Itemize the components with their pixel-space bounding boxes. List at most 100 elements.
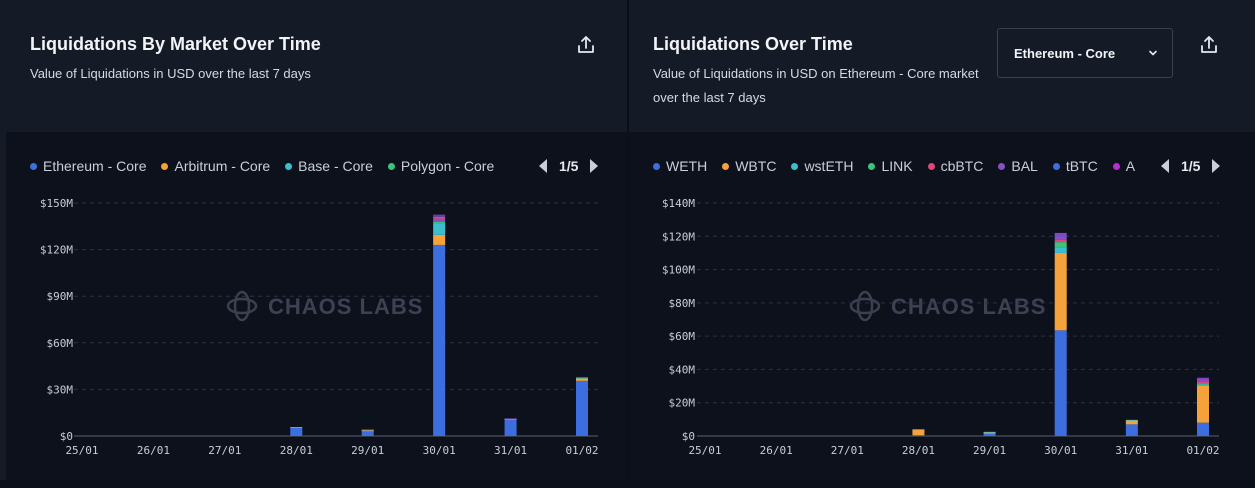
legend-label: tBTC (1065, 158, 1098, 174)
bar-segment[interactable] (361, 430, 374, 432)
bar-segment[interactable] (576, 380, 588, 436)
next-page-arrow-icon[interactable] (1212, 159, 1221, 173)
left-share-button[interactable] (573, 32, 599, 58)
right-legend-item[interactable]: cbBTC (927, 158, 983, 174)
next-page-arrow-icon[interactable] (590, 159, 599, 173)
legend-label: WBTC (735, 158, 777, 174)
right-legend-item[interactable]: BAL (998, 158, 1038, 174)
legend-label: wstETH (804, 158, 854, 174)
bar-segment[interactable] (1197, 383, 1209, 385)
x-tick-label: 25/01 (65, 444, 98, 457)
watermark-text: CHAOS LABS (268, 294, 423, 319)
bar-segment[interactable] (433, 218, 446, 222)
bar-segment[interactable] (983, 432, 996, 434)
bar-segment[interactable] (1197, 385, 1209, 423)
bar-segment[interactable] (433, 214, 446, 217)
left-legend-pager: 1/5 (539, 158, 599, 174)
bar-segment[interactable] (1197, 384, 1209, 386)
legend-label: BAL (1011, 158, 1038, 174)
left-legend-item[interactable]: Arbitrum - Core (161, 158, 270, 174)
right-legend-item[interactable]: tBTC (1052, 158, 1098, 174)
left-legend-item[interactable]: Polygon - Core (387, 158, 495, 174)
y-tick-label: $150M (40, 197, 73, 210)
bar-segment[interactable] (1197, 378, 1209, 380)
bar-segment[interactable] (433, 223, 446, 235)
x-tick-label: 31/01 (494, 444, 527, 457)
x-tick-label: 26/01 (760, 444, 793, 457)
left-bar-chart: CHAOS LABS $0 $30M $60M $90M $120M $150M 25/01 2… (40, 197, 599, 457)
legend-dot-icon (868, 162, 876, 170)
market-select[interactable]: Ethereum - Core (997, 28, 1173, 78)
x-tick-label: 25/01 (688, 444, 721, 457)
y-tick-label: $30M (47, 383, 74, 396)
bar-segment[interactable] (504, 419, 517, 436)
right-panel-subtitle: Value of Liquidations in USD on Ethereum… (653, 66, 979, 105)
bar-segment[interactable] (1054, 252, 1067, 331)
right-pager-label: 1/5 (1181, 158, 1201, 174)
chaos-labs-watermark: CHAOS LABS (849, 290, 1045, 322)
prev-page-arrow-icon[interactable] (1161, 159, 1169, 173)
bar-segment[interactable] (1125, 419, 1138, 421)
bar-segment[interactable] (983, 431, 996, 433)
bar-segment[interactable] (1054, 236, 1067, 240)
bar-segment[interactable] (1125, 424, 1138, 436)
bar-segment[interactable] (290, 427, 303, 428)
legend-dot-icon (161, 162, 169, 170)
bar-segment[interactable] (1125, 420, 1138, 425)
right-panel-title: Liquidations Over Time (653, 34, 853, 54)
legend-label: Base - Core (298, 158, 373, 174)
chaos-labs-logo-icon (849, 297, 881, 315)
right-legend-item[interactable]: LINK (868, 158, 913, 174)
share-icon (1201, 36, 1217, 53)
x-tick-label: 29/01 (351, 444, 384, 457)
left-panel-header: Liquidations By Market Over Time Value o… (0, 0, 627, 132)
legend-label: WETH (666, 158, 708, 174)
x-tick-label: 29/01 (973, 444, 1006, 457)
right-legend-item[interactable]: wstETH (791, 158, 853, 174)
bar-segment[interactable] (1054, 242, 1067, 248)
x-tick-label: 28/01 (280, 444, 313, 457)
x-tick-label: 30/01 (423, 444, 456, 457)
bar-segment[interactable] (912, 435, 925, 436)
bar-segment[interactable] (433, 216, 446, 219)
left-legend-item[interactable]: Ethereum - Core (30, 158, 146, 174)
bar-segment[interactable] (1054, 239, 1067, 243)
bar-segment[interactable] (1197, 422, 1209, 436)
bar-segment[interactable] (576, 378, 588, 381)
x-tick-label: 27/01 (208, 444, 241, 457)
right-share-button[interactable] (1196, 32, 1222, 58)
legend-label: A (1125, 158, 1136, 174)
legend-label: Polygon - Core (400, 158, 495, 174)
bar-segment[interactable] (1197, 381, 1209, 384)
x-tick-label: 01/02 (1186, 444, 1219, 457)
x-tick-label: 27/01 (831, 444, 864, 457)
chaos-labs-logo-icon (233, 290, 251, 322)
right-chart-panel: Liquidations Over Time Value of Liquidat… (629, 0, 1255, 480)
bar-segment[interactable] (433, 234, 446, 245)
bar-segment[interactable] (433, 221, 446, 224)
bar-segment[interactable] (1197, 377, 1209, 379)
right-legend-item[interactable]: WETH (653, 158, 707, 174)
bar-segment[interactable] (361, 429, 374, 431)
right-legend-item[interactable]: A (1112, 158, 1136, 174)
bar-segment[interactable] (1054, 234, 1067, 237)
bar-segment[interactable] (1054, 232, 1067, 235)
x-tick-label: 28/01 (902, 444, 935, 457)
bar-segment[interactable] (504, 418, 517, 420)
legend-label: LINK (881, 158, 913, 174)
bar-segment[interactable] (433, 244, 446, 436)
prev-page-arrow-icon[interactable] (539, 159, 547, 173)
legend-dot-icon (1052, 162, 1060, 170)
bar-segment[interactable] (983, 433, 996, 436)
bar-segment[interactable] (1054, 330, 1067, 436)
share-icon (578, 36, 594, 53)
bar-segment[interactable] (290, 427, 303, 436)
right-legend-item[interactable]: WBTC (722, 158, 776, 174)
bar-segment[interactable] (912, 429, 925, 436)
y-tick-label: $60M (669, 330, 696, 343)
bar-segment[interactable] (1054, 247, 1067, 253)
left-legend-item[interactable]: Base - Core (285, 158, 373, 174)
bar-segment[interactable] (361, 431, 374, 436)
bar-segment[interactable] (576, 376, 588, 378)
bar-segment[interactable] (1197, 379, 1209, 382)
